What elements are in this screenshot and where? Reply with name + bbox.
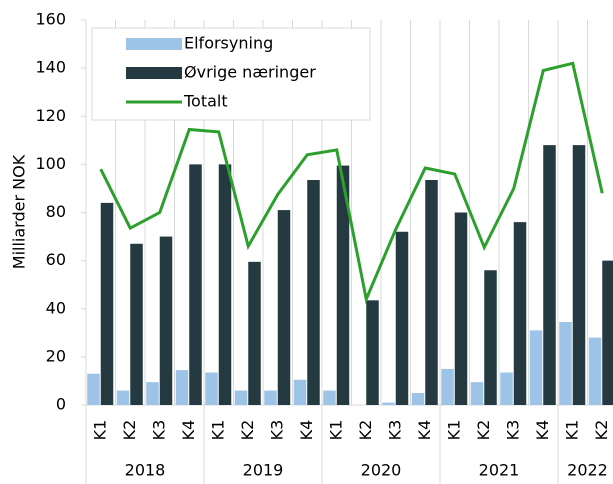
bar — [146, 382, 159, 405]
x-tick-label: K2 — [356, 420, 375, 441]
bar — [543, 145, 556, 405]
x-tick-label: K3 — [267, 420, 286, 441]
y-tick-label: 120 — [35, 106, 66, 125]
legend-label: Øvrige næringer — [184, 63, 316, 82]
bar — [484, 270, 497, 405]
legend: Elforsyning Øvrige næringer Totalt — [91, 27, 371, 121]
y-tick-label: 100 — [35, 154, 66, 173]
y-tick-label: 20 — [46, 346, 66, 365]
x-tick-label: K4 — [297, 420, 316, 441]
bar — [323, 390, 336, 405]
bar — [441, 368, 454, 405]
x-tick-label: K4 — [415, 420, 434, 441]
bar — [382, 402, 395, 405]
x-tick-label: K2 — [592, 420, 611, 441]
legend-label: Totalt — [183, 92, 228, 111]
bar — [277, 210, 291, 405]
bar — [264, 390, 277, 405]
y-tick-label: 160 — [35, 10, 66, 29]
bar — [588, 337, 602, 405]
bar — [116, 390, 130, 405]
y-tick-label: 60 — [46, 250, 66, 269]
x-tick-label: K1 — [444, 420, 463, 441]
legend-swatch — [126, 38, 182, 50]
bar — [87, 373, 100, 405]
x-tick-label: K2 — [474, 420, 493, 441]
bar — [513, 222, 527, 405]
bar — [205, 372, 218, 405]
x-tick-label: K1 — [326, 420, 345, 441]
bar — [234, 390, 248, 405]
bar — [395, 231, 409, 405]
x-group-label: 2020 — [361, 461, 402, 480]
legend-label: Elforsyning — [184, 34, 273, 53]
bar — [130, 243, 143, 405]
x-tick-label: K4 — [179, 420, 198, 441]
bar — [411, 392, 425, 405]
y-tick-label: 40 — [46, 298, 66, 317]
bar — [218, 164, 232, 405]
bar — [307, 180, 320, 405]
x-tick-label: K4 — [533, 420, 552, 441]
bar — [159, 236, 173, 405]
x-group-label: 2022 — [567, 461, 608, 480]
x-tick-label: K1 — [90, 420, 109, 441]
line — [99, 61, 604, 305]
bar — [366, 300, 379, 405]
x-tick-label: K2 — [120, 420, 139, 441]
bar — [100, 202, 114, 405]
x-tick-label: K1 — [208, 420, 227, 441]
bar — [293, 379, 307, 405]
y-axis-label: Milliarder NOK — [10, 154, 29, 269]
x-group-label: 2019 — [243, 461, 284, 480]
bar — [189, 164, 202, 405]
bar — [248, 261, 261, 405]
legend-swatch — [126, 67, 182, 79]
x-tick-label: K1 — [562, 420, 581, 441]
bar — [425, 180, 438, 405]
x-group-label: 2021 — [479, 461, 520, 480]
y-tick-label: 140 — [35, 58, 66, 77]
y-tick-label: 80 — [46, 202, 66, 221]
bar — [454, 212, 468, 405]
bar — [602, 260, 613, 405]
x-tick-label: K3 — [503, 420, 522, 441]
bar — [572, 145, 586, 405]
bar — [500, 372, 513, 405]
bar — [529, 330, 543, 405]
bar — [559, 321, 572, 405]
x-group-label: 2018 — [125, 461, 166, 480]
x-tick-label: K2 — [238, 420, 257, 441]
y-tick-label: 0 — [56, 395, 66, 414]
x-tick-label: K3 — [385, 420, 404, 441]
x-tick-label: K3 — [149, 420, 168, 441]
bar — [336, 165, 350, 405]
bar — [470, 382, 484, 405]
bar — [175, 370, 189, 405]
